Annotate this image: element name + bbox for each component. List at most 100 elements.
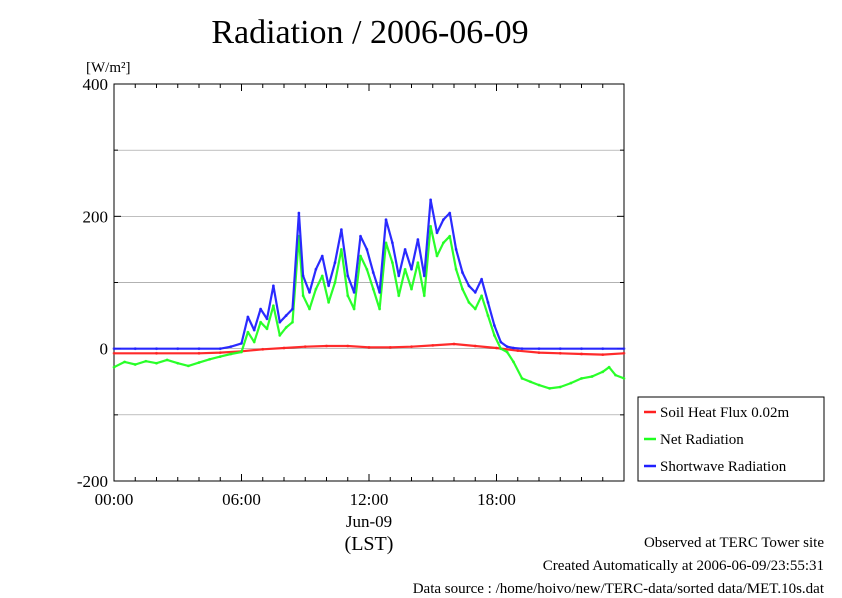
data-point: [112, 347, 116, 351]
data-point: [516, 349, 520, 353]
data-point: [155, 351, 158, 355]
data-point: [512, 360, 515, 364]
data-point: [558, 351, 562, 355]
data-point: [278, 320, 282, 324]
data-point: [365, 248, 369, 251]
data-point: [505, 345, 509, 349]
data-point: [352, 307, 356, 311]
data-point: [346, 294, 350, 298]
footer-created: Created Automatically at 2006-06-09/23:5…: [542, 558, 824, 574]
data-point: [403, 267, 407, 271]
data-point: [486, 314, 490, 317]
data-point: [346, 344, 350, 348]
data-point: [218, 355, 222, 359]
x-tick-label: 12:00: [350, 490, 389, 509]
data-point: [473, 307, 477, 311]
data-point: [252, 328, 256, 332]
data-point: [240, 350, 243, 354]
data-point: [271, 304, 275, 308]
data-point: [378, 291, 382, 294]
data-point: [155, 361, 158, 365]
data-point: [327, 284, 331, 288]
data-point: [467, 300, 471, 304]
data-point: [537, 383, 541, 387]
data-point: [339, 248, 343, 251]
data-point: [580, 377, 583, 380]
data-point: [291, 307, 294, 311]
data-point: [265, 317, 269, 321]
y-axis-label: [W/m²]: [86, 60, 130, 76]
data-point: [492, 334, 496, 337]
data-point: [291, 320, 294, 324]
data-point: [301, 274, 305, 278]
data-point: [365, 267, 369, 271]
data-point: [499, 340, 503, 344]
data-point: [271, 284, 275, 288]
legend-label: Net Radiation: [660, 432, 744, 448]
data-point: [261, 347, 265, 351]
data-point: [429, 198, 433, 202]
data-point: [246, 330, 250, 334]
data-point: [165, 358, 169, 362]
data-point: [308, 291, 311, 294]
data-point: [378, 307, 382, 311]
data-point: [580, 352, 583, 356]
data-point: [601, 347, 605, 351]
data-point: [520, 347, 524, 351]
data-point: [537, 347, 541, 351]
data-point: [569, 381, 573, 385]
series-group: [112, 198, 626, 390]
data-point: [454, 248, 458, 251]
data-point: [410, 287, 413, 291]
data-point: [622, 351, 626, 355]
data-point: [208, 357, 212, 361]
data-point: [499, 347, 503, 351]
data-point: [403, 248, 407, 251]
data-point: [284, 326, 288, 329]
x-tick-label: 00:00: [95, 490, 134, 509]
y-axis: -200 0 200 400: [77, 75, 624, 491]
data-point: [558, 385, 562, 389]
data-point: [461, 271, 464, 274]
x-axis-label: (LST): [345, 533, 394, 555]
legend-box: [637, 396, 825, 482]
data-point: [325, 344, 328, 348]
data-point: [461, 287, 464, 291]
data-point: [422, 294, 426, 298]
data-point: [133, 347, 137, 351]
legend-label: Shortwave Radiation: [660, 459, 787, 475]
data-point: [308, 307, 311, 311]
data-point: [590, 375, 594, 378]
data-point: [429, 224, 433, 228]
data-point: [397, 274, 401, 278]
data-point: [473, 291, 477, 294]
data-point: [397, 294, 401, 298]
data-point: [371, 271, 375, 274]
x-axis-date-label: Jun-09: [346, 512, 392, 531]
x-axis: 00:00 06:00 12:00 18:00: [95, 84, 625, 509]
data-point: [452, 342, 456, 346]
y-tick-label: -200: [77, 472, 108, 491]
data-point: [558, 347, 562, 351]
data-point: [512, 346, 515, 350]
data-point: [448, 211, 452, 215]
data-point: [390, 241, 394, 245]
data-point: [176, 361, 180, 365]
data-point: [622, 377, 626, 380]
series-line: [113, 225, 625, 390]
data-point: [346, 274, 350, 278]
data-point: [422, 274, 426, 278]
footer-site: Observed at TERC Tower site: [643, 535, 824, 551]
data-point: [333, 261, 337, 265]
data-point: [622, 347, 626, 351]
data-point: [371, 287, 375, 291]
data-point: [441, 241, 445, 245]
data-point: [359, 254, 362, 258]
data-point: [384, 241, 388, 245]
data-point: [384, 218, 388, 222]
data-point: [155, 347, 158, 351]
x-tick-label: 06:00: [222, 490, 261, 509]
data-point: [339, 228, 343, 231]
footer-source: Data source : /home/hoivo/new/TERC-data/…: [412, 581, 824, 597]
